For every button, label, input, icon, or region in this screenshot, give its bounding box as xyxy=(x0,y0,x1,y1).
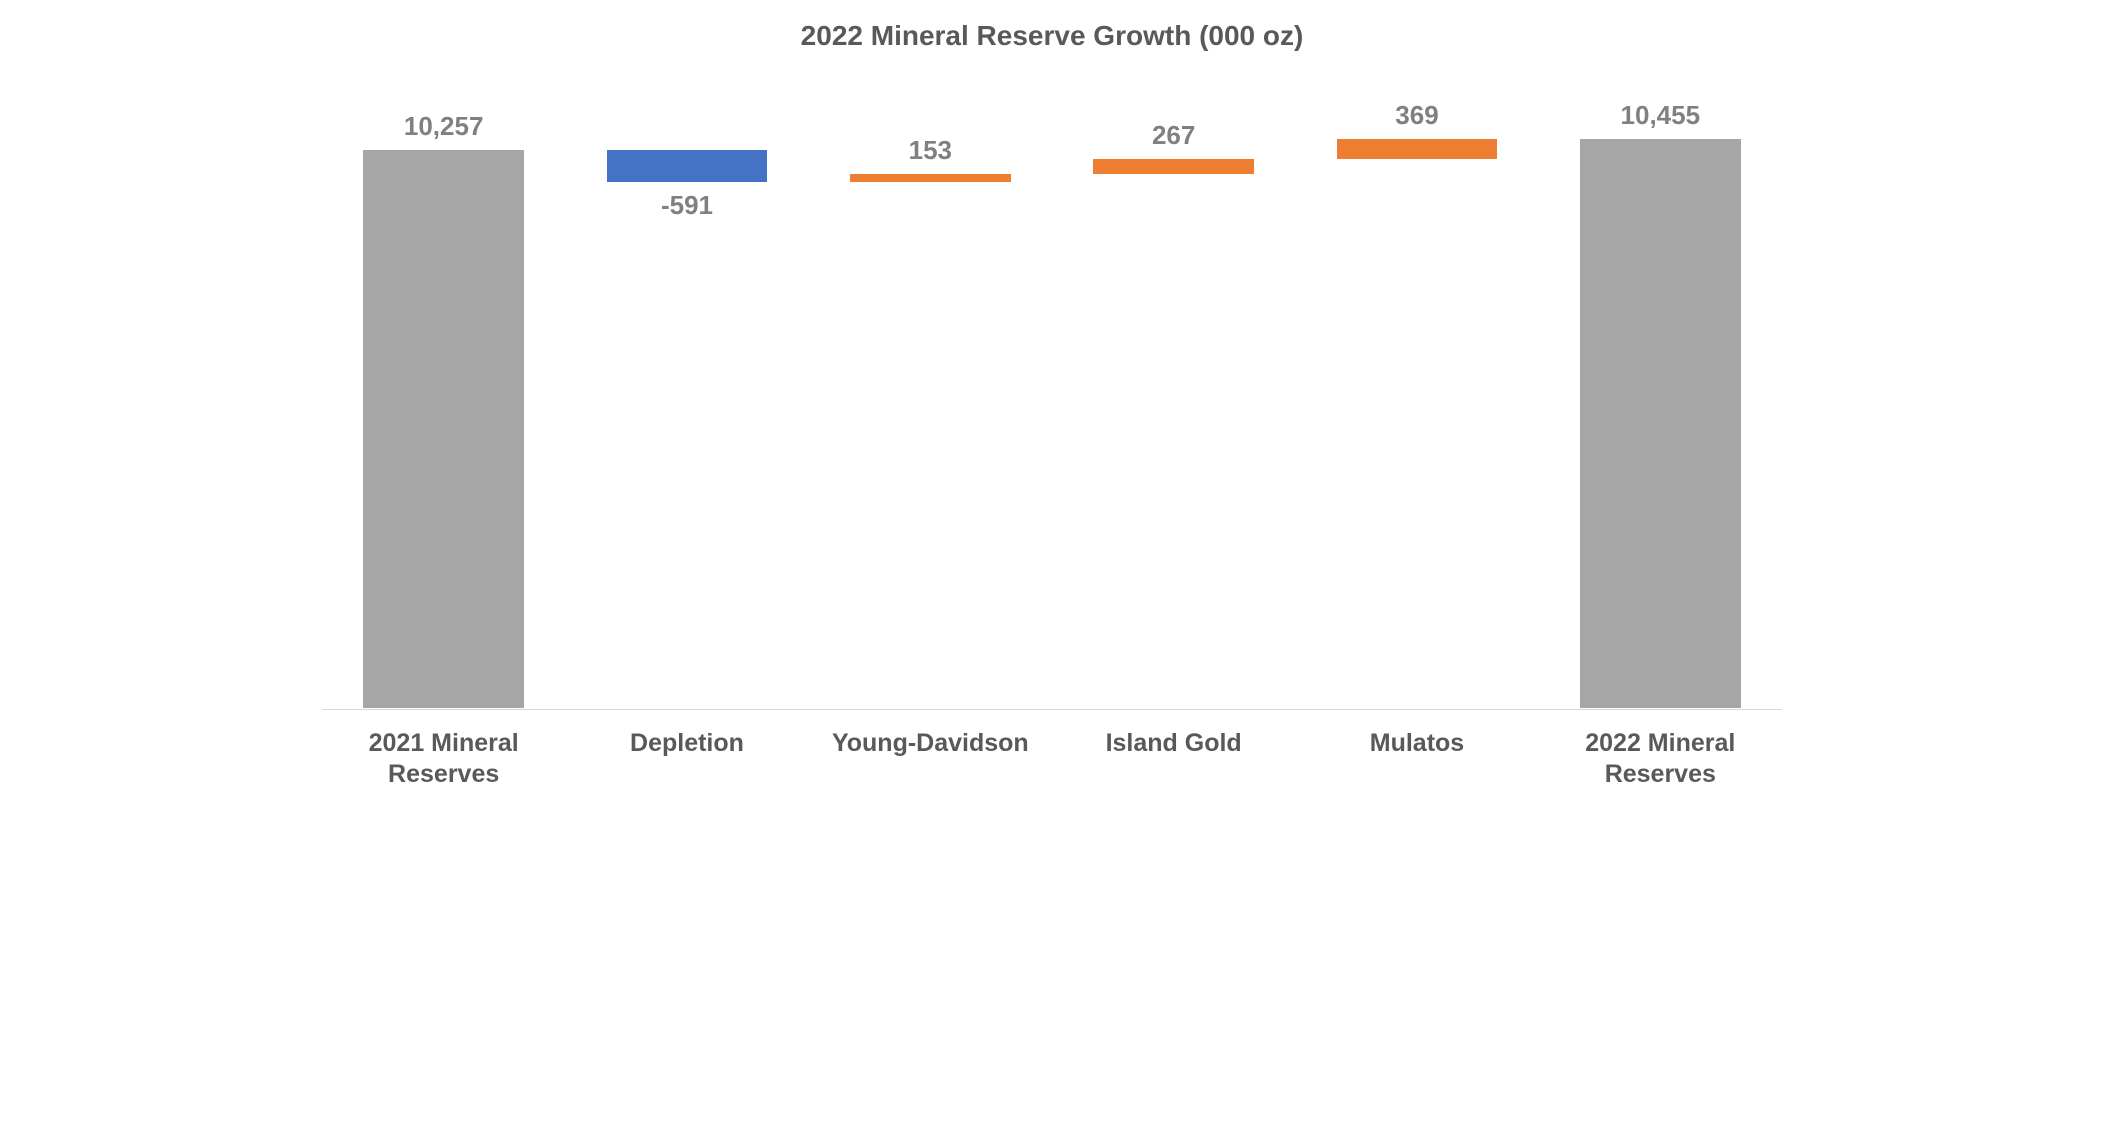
chart-column: 153 xyxy=(809,82,1052,709)
bar-decrease xyxy=(607,150,768,182)
x-axis-label: Island Gold xyxy=(1052,728,1295,791)
chart-column: 10,455 xyxy=(1539,82,1782,709)
chart-column: 369 xyxy=(1295,82,1538,709)
value-label: 369 xyxy=(1295,100,1538,139)
value-label: -591 xyxy=(565,182,808,221)
x-axis-label: 2021 Mineral Reserves xyxy=(322,728,565,791)
value-label: 10,455 xyxy=(1539,100,1782,139)
x-axis-labels: 2021 Mineral ReservesDepletionYoung-Davi… xyxy=(322,728,1782,791)
bar-increase xyxy=(1093,159,1254,174)
bar-increase xyxy=(850,174,1011,182)
x-axis-label: Depletion xyxy=(565,728,808,791)
x-axis-label: Young-Davidson xyxy=(809,728,1052,791)
x-axis-label: 2022 Mineral Reserves xyxy=(1539,728,1782,791)
x-axis-label: Mulatos xyxy=(1295,728,1538,791)
bar-total xyxy=(1580,139,1741,709)
plot-area: 10,257-59115326736910,455 xyxy=(322,82,1782,710)
value-label: 153 xyxy=(809,135,1052,174)
bar-total xyxy=(363,150,524,709)
plot-wrapper: 10,257-59115326736910,455 2021 Mineral R… xyxy=(322,82,1782,790)
chart-column: -591 xyxy=(565,82,808,709)
chart-title: 2022 Mineral Reserve Growth (000 oz) xyxy=(322,20,1782,52)
bar-increase xyxy=(1337,139,1498,159)
waterfall-chart: 2022 Mineral Reserve Growth (000 oz) 10,… xyxy=(292,0,1812,790)
value-label: 10,257 xyxy=(322,111,565,150)
value-label: 267 xyxy=(1052,120,1295,159)
chart-column: 10,257 xyxy=(322,82,565,709)
chart-column: 267 xyxy=(1052,82,1295,709)
